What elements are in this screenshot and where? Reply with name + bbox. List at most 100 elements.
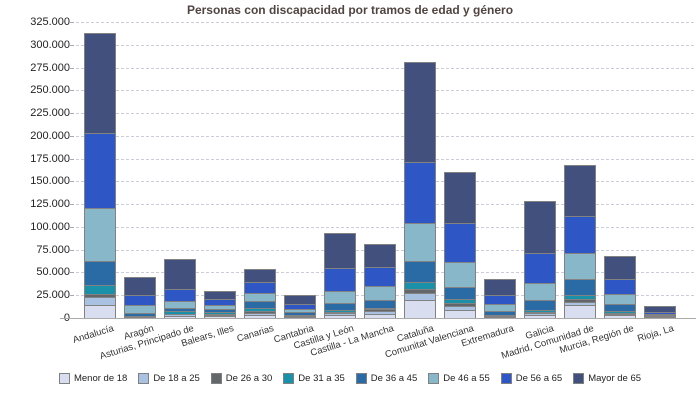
bar-segment[interactable] [644, 314, 676, 318]
bar-segment[interactable] [324, 233, 356, 269]
bar-segment[interactable] [404, 281, 436, 290]
bar-segment[interactable] [364, 298, 396, 309]
bar-segment[interactable] [604, 312, 636, 315]
bar-segment[interactable] [364, 307, 396, 311]
bar-segment[interactable] [484, 302, 516, 312]
legend-item[interactable]: De 46 a 55 [428, 373, 490, 384]
bar-segment[interactable] [84, 283, 116, 295]
bar-segment[interactable] [84, 132, 116, 210]
bar-segment[interactable] [324, 266, 356, 293]
bar-segment[interactable] [404, 222, 436, 262]
bar-segment[interactable] [324, 290, 356, 305]
bar-segment[interactable] [164, 313, 196, 318]
bar-segment[interactable] [484, 313, 516, 317]
bar-segment[interactable] [204, 291, 236, 300]
bar-segment[interactable] [524, 312, 556, 317]
bar-segment[interactable] [164, 310, 196, 315]
bar-segment[interactable] [364, 244, 396, 269]
bar-segment[interactable] [524, 308, 556, 313]
bar-segment[interactable] [604, 292, 636, 305]
bar-segment[interactable] [364, 266, 396, 287]
bar-segment[interactable] [204, 315, 236, 319]
bar-segment[interactable] [444, 304, 476, 311]
bar-segment[interactable] [524, 314, 556, 319]
bar-segment[interactable] [284, 315, 316, 320]
bar-segment[interactable] [324, 310, 356, 315]
bar-segment[interactable] [484, 314, 516, 317]
bar-segment[interactable] [484, 293, 516, 305]
bar-segment[interactable] [164, 314, 196, 320]
bar-segment[interactable] [564, 293, 596, 300]
bar-segment[interactable] [404, 160, 436, 225]
bar-segment[interactable] [244, 314, 276, 319]
bar-segment[interactable] [564, 164, 596, 218]
bar-segment[interactable] [444, 308, 476, 320]
bar-segment[interactable] [484, 309, 516, 316]
bar-segment[interactable] [284, 302, 316, 310]
bar-segment[interactable] [284, 311, 316, 316]
bar-segment[interactable] [644, 310, 676, 315]
bar-segment[interactable] [444, 297, 476, 304]
bar-segment[interactable] [444, 260, 476, 289]
bar-segment[interactable] [524, 281, 556, 301]
bar-segment[interactable] [284, 315, 316, 318]
bar-segment[interactable] [84, 207, 116, 262]
bar-segment[interactable] [204, 303, 236, 310]
bar-segment[interactable] [244, 300, 276, 309]
bar-segment[interactable] [524, 201, 556, 254]
bar-segment[interactable] [204, 297, 236, 306]
bar-segment[interactable] [364, 284, 396, 301]
bar-segment[interactable] [404, 299, 436, 319]
bar-segment[interactable] [84, 259, 116, 286]
bar-segment[interactable] [324, 308, 356, 313]
bar-segment[interactable] [124, 276, 156, 297]
bar-segment[interactable] [244, 306, 276, 313]
bar-segment[interactable] [364, 312, 396, 320]
bar-segment[interactable] [524, 298, 556, 311]
bar-segment[interactable] [124, 294, 156, 306]
bar-segment[interactable] [84, 303, 116, 320]
bar-segment[interactable] [404, 291, 436, 302]
bar-segment[interactable] [564, 215, 596, 254]
legend-item[interactable]: De 26 a 30 [210, 373, 272, 384]
bar-segment[interactable] [84, 33, 116, 135]
bar-segment[interactable] [284, 314, 316, 317]
bar-segment[interactable] [204, 307, 236, 314]
bar-segment[interactable] [644, 306, 676, 313]
bar-segment[interactable] [164, 287, 196, 303]
bar-segment[interactable] [444, 222, 476, 263]
bar-segment[interactable] [204, 313, 236, 318]
bar-segment[interactable] [324, 312, 356, 317]
bar-segment[interactable] [404, 259, 436, 284]
bar-segment[interactable] [284, 307, 316, 314]
bar-segment[interactable] [524, 310, 556, 314]
legend-item[interactable]: De 31 a 35 [283, 373, 345, 384]
bar-segment[interactable] [604, 309, 636, 315]
legend-item[interactable]: Menor de 18 [58, 373, 127, 384]
bar-segment[interactable] [644, 312, 676, 317]
bar-segment[interactable] [564, 297, 596, 304]
bar-segment[interactable] [484, 315, 516, 320]
bar-segment[interactable] [124, 303, 156, 314]
bar-segment[interactable] [644, 316, 676, 319]
bar-segment[interactable] [284, 294, 316, 305]
bar-segment[interactable] [444, 302, 476, 307]
bar-segment[interactable] [204, 313, 236, 316]
bar-segment[interactable] [124, 311, 156, 318]
bar-segment[interactable] [164, 312, 196, 316]
legend-item[interactable]: De 36 a 45 [355, 373, 417, 384]
bar-segment[interactable] [604, 256, 636, 280]
bar-segment[interactable] [364, 309, 396, 315]
bar-segment[interactable] [524, 251, 556, 284]
bar-segment[interactable] [244, 268, 276, 284]
legend-item[interactable]: Mayor de 65 [573, 373, 641, 384]
bar-segment[interactable] [564, 304, 596, 319]
bar-segment[interactable] [564, 277, 596, 296]
bar-segment[interactable] [564, 300, 596, 307]
bar-segment[interactable] [444, 286, 476, 300]
bar-segment[interactable] [324, 302, 356, 311]
bar-segment[interactable] [604, 302, 636, 312]
bar-segment[interactable] [204, 311, 236, 316]
bar-segment[interactable] [604, 313, 636, 317]
bar-segment[interactable] [564, 251, 596, 280]
